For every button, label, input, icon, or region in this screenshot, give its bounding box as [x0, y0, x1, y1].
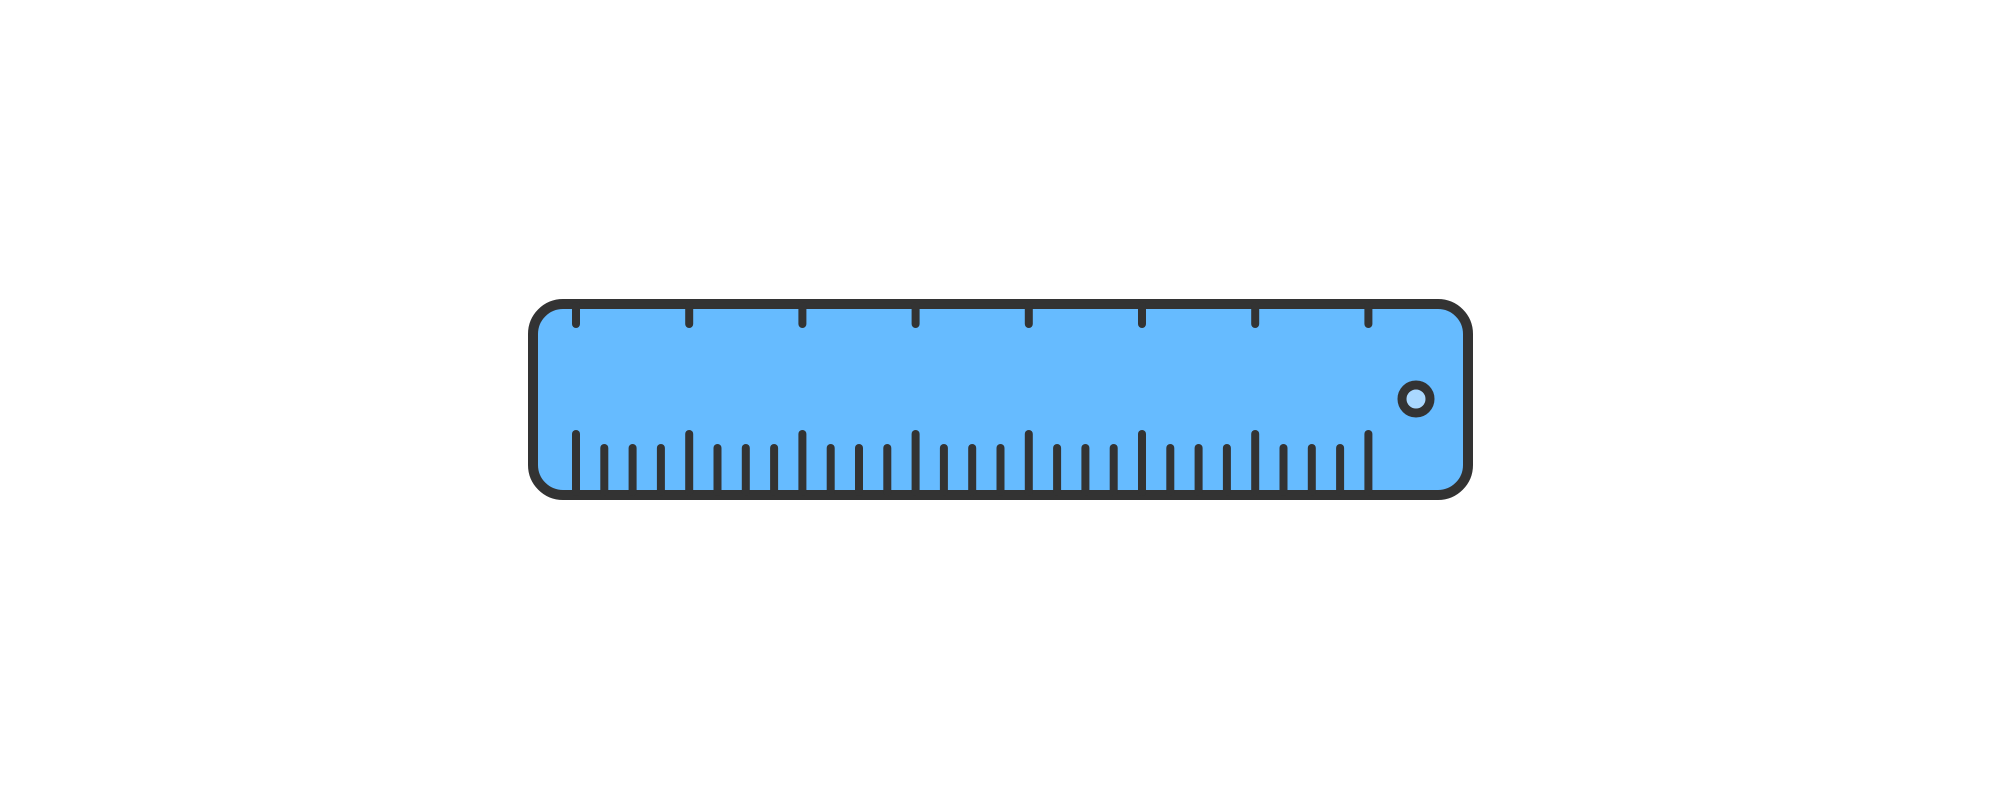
ruler-icon — [528, 299, 1473, 500]
bottom-tick-marks — [572, 430, 1373, 496]
hang-hole — [1397, 380, 1435, 418]
top-tick-marks — [572, 302, 1373, 328]
